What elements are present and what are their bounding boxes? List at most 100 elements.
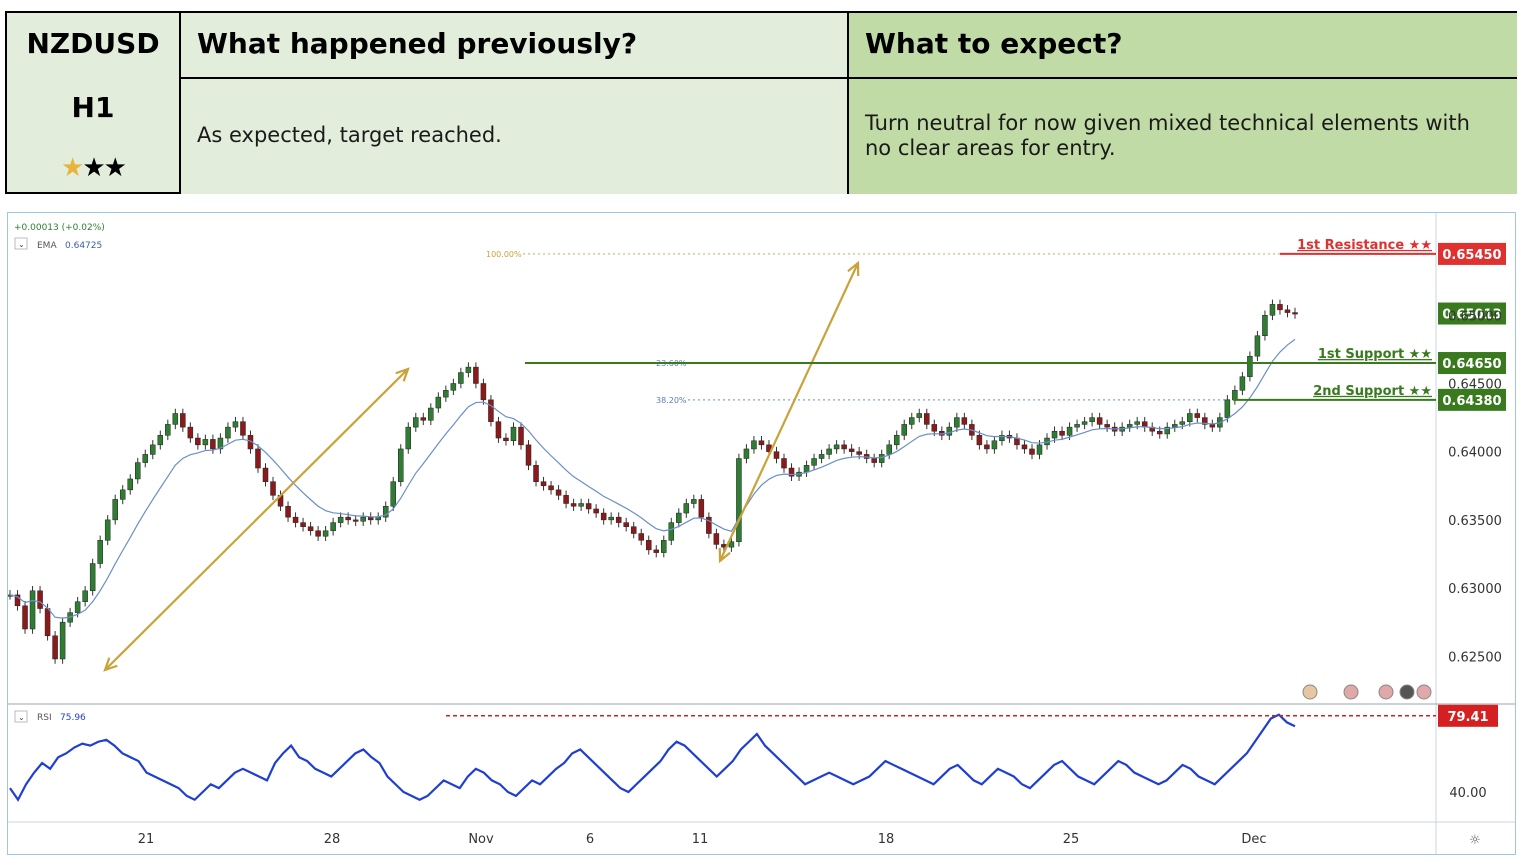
- candle-body: [676, 512, 682, 523]
- candle-body: [991, 440, 998, 450]
- previous-body-cell: As expected, target reached.: [181, 79, 849, 194]
- candle-body: [961, 417, 968, 425]
- price-tick-label: 0.63500: [1448, 514, 1502, 529]
- candle-body: [871, 458, 877, 463]
- candle-body: [585, 503, 592, 510]
- candle-body: [1292, 312, 1298, 315]
- price-chart[interactable]: +0.00013 (+0.02%) ⌄ EMA 0.64725 ⌄ RSI 75…: [7, 213, 1515, 854]
- candle-body: [1164, 426, 1171, 435]
- candle-body: [540, 481, 547, 487]
- candle-body: [330, 522, 336, 532]
- flag-icon[interactable]: [1343, 684, 1359, 700]
- candle-body: [89, 563, 96, 592]
- rsi-tick-label: 40.00: [1449, 786, 1486, 801]
- candle-body: [878, 454, 885, 463]
- gear-icon[interactable]: ☼: [1469, 833, 1481, 848]
- candle-body: [600, 512, 607, 521]
- candle-body: [112, 499, 118, 521]
- expect-header-cell: What to expect?: [849, 13, 1517, 79]
- candle-body: [210, 439, 216, 450]
- candle-body: [510, 426, 517, 442]
- time-tick-label: 25: [1063, 832, 1080, 847]
- candle-body: [232, 421, 239, 428]
- candle-body: [563, 495, 569, 504]
- candle-body: [300, 522, 306, 527]
- last-price-tag: [1438, 302, 1506, 325]
- candle-body: [345, 516, 351, 521]
- candle-body: [292, 516, 299, 523]
- candle-body: [405, 426, 412, 450]
- candle-body: [578, 503, 584, 507]
- flag-icon[interactable]: [1302, 684, 1318, 700]
- candle-body: [533, 465, 539, 482]
- collapse-toggle[interactable]: [14, 237, 28, 250]
- candle-body: [758, 440, 765, 446]
- candle-body: [187, 426, 194, 439]
- candle-body: [555, 489, 562, 496]
- candle-body: [1036, 444, 1043, 455]
- candle-body: [623, 522, 629, 527]
- flag-icon[interactable]: [1378, 684, 1394, 700]
- candle-body: [848, 448, 855, 452]
- candle-body: [653, 549, 660, 553]
- expect-text-line2: no clear areas for entry.: [865, 136, 1116, 160]
- candle-body: [1224, 399, 1231, 418]
- candle-body: [14, 594, 21, 607]
- flag-icon[interactable]: [1416, 684, 1432, 700]
- candle-body: [1029, 448, 1035, 455]
- candle-body: [337, 516, 344, 523]
- candle-body: [548, 485, 554, 491]
- candle-body: [270, 481, 276, 496]
- candle-body: [1179, 421, 1186, 425]
- candle-body: [59, 621, 66, 660]
- rsi-collapse-toggle[interactable]: [14, 710, 28, 723]
- previous-header-cell: What happened previously?: [181, 13, 849, 79]
- candle-body: [428, 407, 434, 421]
- candle-body: [1104, 424, 1110, 428]
- event-flags[interactable]: [1302, 684, 1432, 700]
- candle-body: [1096, 417, 1103, 425]
- candle-body: [52, 635, 58, 660]
- candle-body: [398, 448, 404, 482]
- level-price-value: 0.65450: [1442, 248, 1501, 263]
- candle-body: [172, 413, 179, 425]
- level-price-value: 0.64650: [1442, 357, 1501, 372]
- candle-body: [984, 444, 990, 450]
- rsi-level-tag: [1438, 704, 1498, 727]
- chevron-down-icon: ⌄: [18, 240, 25, 249]
- rsi-line: [9, 713, 1296, 802]
- fib-level-label: 100.00%: [486, 250, 522, 259]
- flag-icon[interactable]: [1399, 684, 1415, 700]
- time-tick-label: Nov: [468, 832, 494, 847]
- expect-text-line1: Turn neutral for now given mixed technic…: [865, 111, 1470, 135]
- candle-body: [1247, 355, 1253, 377]
- trend-arrow: [719, 262, 859, 562]
- candle-body: [608, 516, 614, 521]
- candle-body: [1089, 417, 1095, 422]
- ema-line: [9, 338, 1296, 619]
- candle-body: [1284, 309, 1291, 313]
- time-tick-label: 28: [324, 832, 341, 847]
- candle-body: [450, 383, 457, 391]
- candle-body: [157, 435, 164, 446]
- candle-body: [1232, 390, 1238, 401]
- candle-body: [97, 540, 103, 564]
- candle-body: [751, 440, 757, 450]
- candle-body: [352, 519, 359, 522]
- candle-body: [1126, 424, 1133, 428]
- price-tick-label: 0.64500: [1448, 377, 1502, 392]
- rsi-label: RSI: [37, 713, 52, 723]
- level-label: 2nd Support ★★: [1313, 384, 1432, 399]
- candle-body: [240, 421, 246, 436]
- candle-body: [931, 424, 938, 432]
- level-label: 1st Support ★★: [1318, 347, 1432, 362]
- candle-body: [82, 590, 88, 602]
- candle-body: [645, 540, 652, 551]
- candle-body: [713, 533, 720, 545]
- candle-body: [615, 516, 622, 523]
- candle-body: [593, 508, 599, 514]
- candle-body: [909, 417, 915, 425]
- candle-body: [165, 424, 171, 436]
- candle-body: [525, 444, 532, 466]
- candle-body: [1262, 315, 1268, 336]
